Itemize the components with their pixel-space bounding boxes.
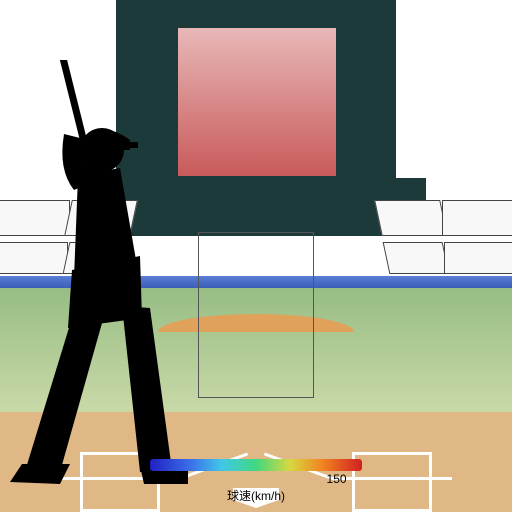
stand-upper-right-2 [374, 200, 448, 236]
strike-zone [198, 232, 314, 398]
speed-legend-ticks: 100 150 [150, 472, 362, 486]
pitch-chart-scene: 100 150 球速(km/h) [0, 0, 512, 512]
stand-lower-right-2 [383, 242, 450, 274]
legend-tick-min: 100 [157, 472, 177, 486]
batter-silhouette [0, 60, 190, 500]
scoreboard-screen [178, 28, 336, 176]
speed-legend-gradient [150, 459, 362, 471]
speed-legend: 100 150 球速(km/h) [140, 459, 372, 504]
legend-tick-max: 150 [327, 472, 347, 486]
stand-upper-right-1 [442, 200, 512, 236]
speed-legend-title: 球速(km/h) [140, 487, 372, 504]
stand-lower-right-1 [444, 242, 512, 274]
